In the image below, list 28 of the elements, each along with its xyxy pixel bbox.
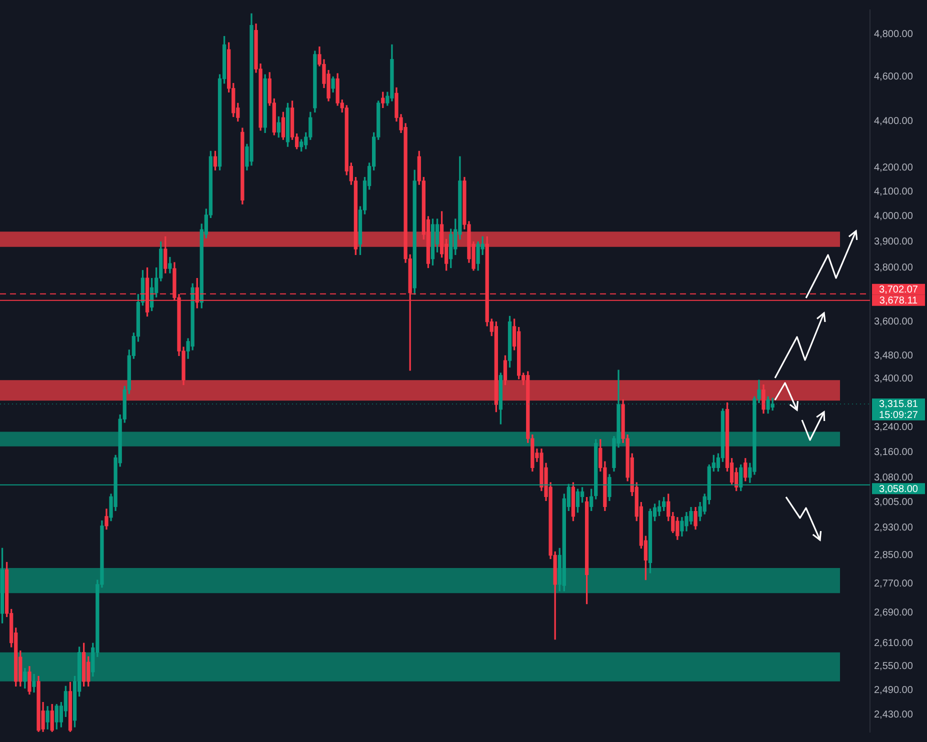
y-tick-label: 3,160.00 — [874, 446, 914, 458]
y-tick-label: 4,800.00 — [874, 29, 914, 40]
y-tick-label: 2,930.00 — [874, 522, 914, 534]
text: 15:09:27 — [879, 410, 918, 422]
y-tick-label: 4,600.00 — [874, 72, 914, 83]
y-tick-label: 2,770.00 — [874, 578, 914, 590]
y-tick-label: 4,400.00 — [874, 116, 914, 127]
y-tick-label: 2,610.00 — [874, 638, 914, 649]
y-tick-label: 2,490.00 — [874, 684, 914, 696]
y-tick-label: 2,430.00 — [874, 709, 914, 720]
y-tick-label: 3,080.00 — [874, 472, 914, 484]
ref-line-label: 3,058.00 — [879, 484, 918, 495]
y-tick-label: 3,005.00 — [874, 497, 914, 508]
ref-line-label: 3,678.11 — [879, 296, 918, 307]
y-tick-label: 3,240.00 — [874, 422, 914, 433]
y-tick-label: 2,690.00 — [874, 608, 914, 619]
y-tick-label: 4,200.00 — [874, 162, 914, 174]
y-tick-label: 2,850.00 — [874, 550, 914, 561]
ref-line-label: 3,315.81 — [879, 399, 918, 410]
y-tick-label: 3,600.00 — [874, 316, 914, 328]
y-tick-label: 3,800.00 — [874, 262, 914, 274]
y-tick-label: 4,000.00 — [874, 211, 914, 222]
y-tick-label: 4,100.00 — [874, 186, 914, 198]
ref-line-label: 3,702.07 — [879, 284, 918, 296]
y-tick-label: 2,550.00 — [874, 661, 914, 672]
y-tick-label: 3,900.00 — [874, 236, 914, 248]
y-tick-label: 3,400.00 — [874, 374, 914, 385]
y-tick-label: 3,480.00 — [874, 350, 914, 362]
